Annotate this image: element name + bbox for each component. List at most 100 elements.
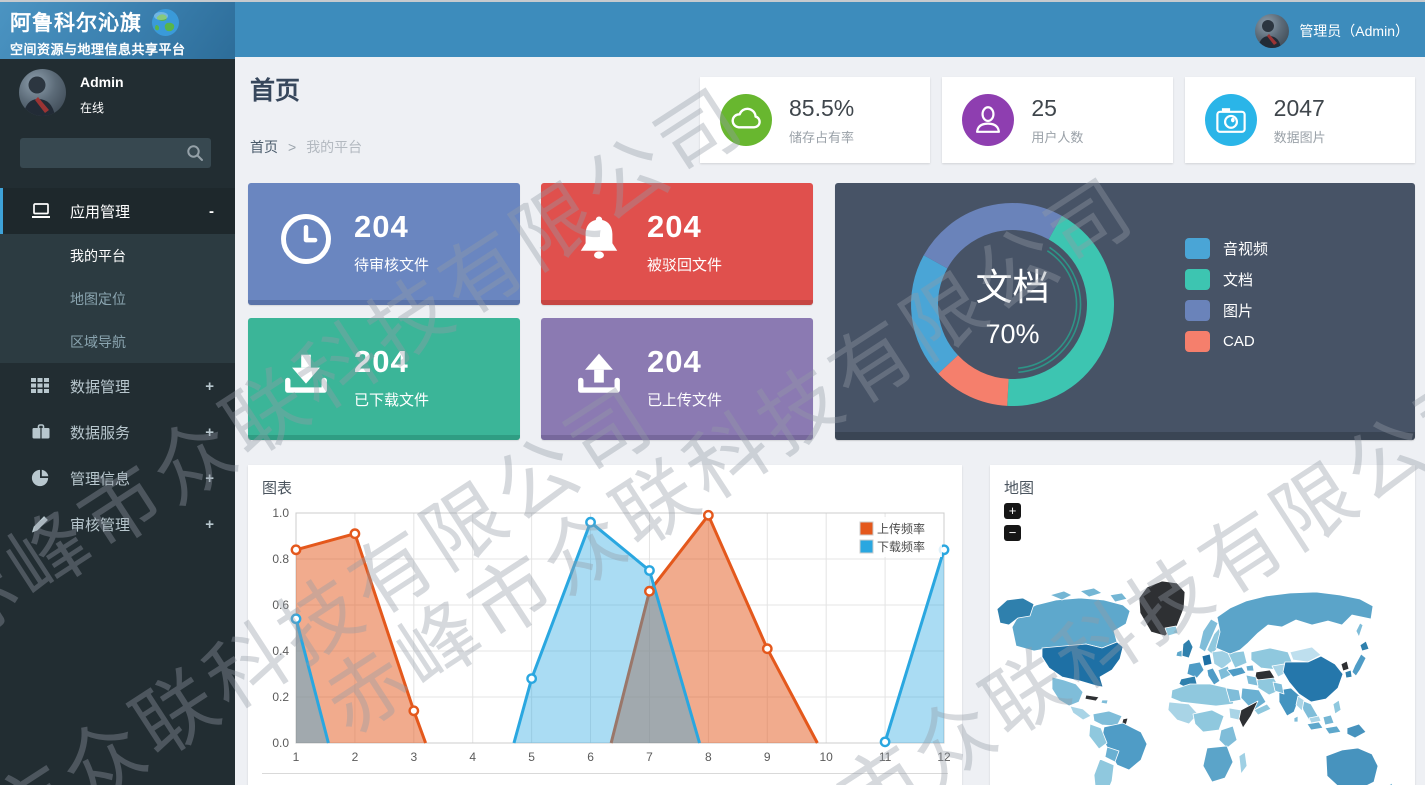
menu-label: 数据管理	[70, 378, 131, 396]
sidebar-search	[20, 138, 211, 168]
map-zoom-out-button[interactable]: −	[1004, 525, 1021, 541]
tile-value: 204	[354, 208, 409, 244]
chart-panel-title: 图表	[262, 480, 293, 497]
frequency-chart-panel: 图表 0.0 0.2 0.4 0.6 0.8 1.0 1 2 3 4 5 6 7 8 9 10 11 12 上传频率…	[248, 465, 962, 785]
grid-icon	[31, 377, 51, 395]
svg-text:1.0: 1.0	[272, 506, 289, 520]
svg-text:3: 3	[410, 750, 417, 764]
map-countries[interactable]	[996, 580, 1394, 785]
map-zoom-in-button[interactable]: +	[1004, 503, 1021, 519]
summary-tiles: 204 待审核文件 204 被驳回文件	[248, 183, 813, 440]
sidebar-user-panel: Admin 在线	[0, 57, 235, 122]
panel-footer-divider	[262, 773, 948, 774]
stat-card-storage: 85.5% 储存占有率	[700, 77, 931, 163]
upload-icon	[569, 344, 631, 409]
breadcrumb: 首页 > 我的平台	[250, 137, 362, 157]
svg-text:0.0: 0.0	[272, 736, 289, 750]
collapse-minus-icon[interactable]: -	[209, 202, 214, 220]
svg-text:上传频率: 上传频率	[877, 521, 925, 536]
topbar-user-menu[interactable]: 管理员（Admin）	[1255, 2, 1409, 59]
search-input[interactable]	[20, 138, 211, 168]
brand-logo[interactable]: 阿鲁科尔沁旗 空间资源与地理信息共享平台	[0, 2, 235, 59]
tile-downloaded: 204 已下载文件	[248, 318, 520, 440]
legend-item-image[interactable]: 图片	[1185, 295, 1268, 326]
world-map[interactable]	[990, 553, 1415, 785]
user-icon	[962, 94, 1015, 146]
breadcrumb-current: 我的平台	[306, 139, 363, 155]
clock-icon	[276, 209, 338, 274]
legend-label: 文档	[1223, 272, 1254, 289]
tile-rejected: 204 被驳回文件	[541, 183, 813, 305]
svg-text:9: 9	[764, 750, 771, 764]
svg-text:8: 8	[705, 750, 712, 764]
breadcrumb-home[interactable]: 首页	[250, 139, 278, 155]
user-name: 管理员（Admin）	[1299, 22, 1409, 39]
sidebar-avatar	[19, 69, 66, 116]
svg-text:7: 7	[646, 750, 653, 764]
svg-text:0.4: 0.4	[272, 644, 289, 658]
stat-label: 储存占有率	[789, 129, 855, 145]
legend-item-document[interactable]: 文档	[1185, 264, 1268, 295]
map-panel-title: 地图	[1004, 480, 1035, 497]
globe-icon	[152, 8, 179, 36]
tile-label: 已下载文件	[354, 391, 430, 409]
sidebar-item-data-services[interactable]: 数据服务 +	[0, 409, 235, 455]
person-photo-icon	[1258, 19, 1282, 48]
sidebar-item-management-info[interactable]: 管理信息 +	[0, 455, 235, 501]
cloud-icon	[720, 94, 772, 146]
tile-uploaded: 204 已上传文件	[541, 318, 813, 440]
stat-value: 85.5%	[789, 94, 855, 121]
camera-icon	[1204, 94, 1257, 146]
menu-label: 应用管理	[70, 203, 131, 221]
legend-swatch	[1185, 238, 1210, 259]
topbar: 阿鲁科尔沁旗 空间资源与地理信息共享平台 管理员（Admin）	[0, 0, 1425, 59]
sidebar-item-audit-management[interactable]: 审核管理 +	[0, 501, 235, 547]
donut-chart[interactable]	[905, 197, 1120, 412]
sidebar-menu: 应用管理 - 我的平台 地图定位 区域导航 数据管理 +	[0, 188, 235, 547]
file-type-donut-panel: 文档 70% 音视频 文档 图片 CAD	[835, 183, 1415, 440]
search-icon[interactable]	[186, 144, 204, 162]
sidebar-item-data-management[interactable]: 数据管理 +	[0, 363, 235, 409]
expand-plus-icon[interactable]: +	[205, 515, 214, 533]
legend-label: 图片	[1223, 303, 1254, 320]
legend-swatch	[1185, 269, 1210, 290]
tile-label: 待审核文件	[354, 256, 430, 274]
menu-label: 审核管理	[70, 516, 131, 534]
svg-text:11: 11	[879, 750, 892, 764]
svg-text:0.2: 0.2	[272, 690, 289, 704]
svg-text:下载频率: 下载频率	[877, 539, 925, 554]
expand-plus-icon[interactable]: +	[205, 469, 214, 487]
tile-label: 被驳回文件	[647, 256, 723, 274]
legend-item-audio-video[interactable]: 音视频	[1185, 233, 1268, 264]
svg-text:5: 5	[528, 750, 535, 764]
stat-value: 2047	[1273, 94, 1325, 121]
sidebar-item-my-platform[interactable]: 我的平台	[70, 247, 126, 264]
frequency-area-chart[interactable]: 0.00.20.40.60.81.01 2 3 4 5 6 7 8 9 10 11 12上传频率下载频…	[260, 501, 950, 769]
svg-text:10: 10	[820, 750, 834, 764]
sidebar-item-app-management[interactable]: 应用管理 -	[0, 188, 235, 234]
breadcrumb-separator: >	[288, 139, 297, 155]
svg-text:6: 6	[587, 750, 594, 764]
svg-text:2: 2	[352, 750, 359, 764]
svg-text:12: 12	[937, 750, 950, 764]
svg-text:1: 1	[293, 750, 300, 764]
laptop-icon	[31, 202, 51, 220]
sidebar-item-region-nav[interactable]: 区域导航	[70, 333, 126, 350]
brand-subtitle: 空间资源与地理信息共享平台	[10, 42, 186, 57]
sidebar-user-status: 在线	[80, 101, 105, 115]
tile-value: 204	[647, 208, 702, 244]
stat-value: 25	[1031, 94, 1057, 121]
user-avatar	[1255, 13, 1290, 48]
svg-text:4: 4	[469, 750, 476, 764]
tile-value: 204	[647, 343, 702, 379]
sidebar-item-map-locate[interactable]: 地图定位	[70, 290, 126, 307]
sidebar-user-name: Admin	[80, 74, 124, 90]
legend-item-cad[interactable]: CAD	[1185, 326, 1268, 357]
main-content: 首页 首页 > 我的平台 85.5% 储存占有率	[235, 57, 1425, 785]
pie-chart-icon	[31, 469, 51, 487]
svg-text:0.6: 0.6	[272, 598, 289, 612]
stat-card-users: 25 用户人数	[942, 77, 1173, 163]
expand-plus-icon[interactable]: +	[205, 423, 214, 441]
stat-label: 数据图片	[1273, 129, 1326, 145]
expand-plus-icon[interactable]: +	[205, 377, 214, 395]
